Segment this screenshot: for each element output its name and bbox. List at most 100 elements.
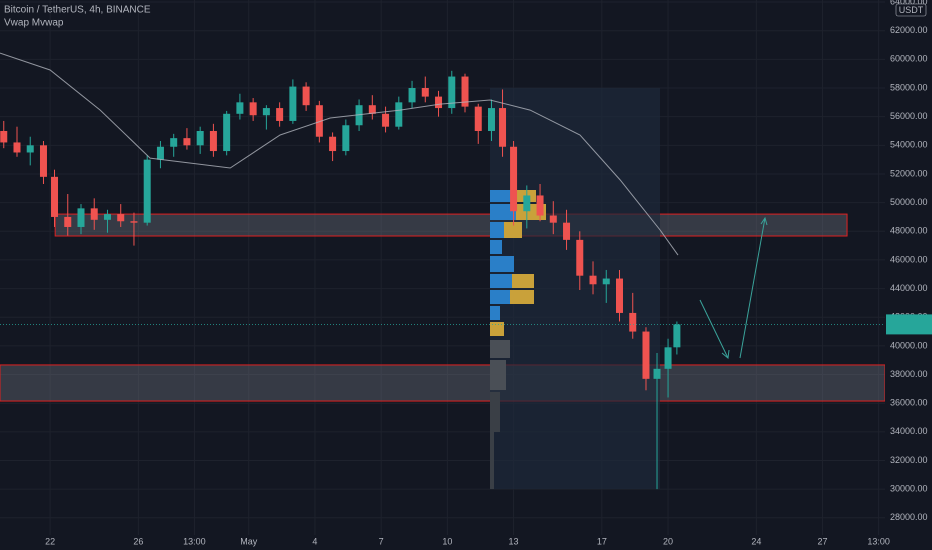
candle-body (576, 239, 584, 276)
candle-body (26, 145, 34, 153)
profile-bar (490, 240, 502, 254)
candle-body (382, 113, 390, 127)
profile-range (490, 88, 660, 489)
profile-bar (510, 290, 534, 304)
candle-body (510, 146, 518, 212)
price-axis (885, 0, 932, 550)
candle-body (523, 195, 531, 212)
candle-body (563, 222, 571, 240)
grid (0, 0, 885, 535)
vwap-line (0, 52, 679, 256)
candle-body (209, 130, 217, 152)
candle-body (262, 108, 270, 116)
candle-body (589, 275, 597, 285)
x-tick-label: 10 (442, 536, 452, 546)
y-tick-label: 46000.00 (890, 254, 928, 264)
candle-body (487, 108, 495, 131)
x-tick-label: 20 (663, 536, 673, 546)
indicator-name: Vwap Mvwap (4, 18, 64, 29)
candle-body (130, 221, 138, 223)
candle-body (196, 130, 204, 146)
arrow-head (721, 349, 730, 359)
candle-body (13, 142, 21, 153)
y-tick-label: 58000.00 (890, 82, 928, 92)
x-tick-label: 17 (597, 536, 607, 546)
x-tick-label: 24 (751, 536, 761, 546)
candle-body (302, 86, 310, 106)
candle-body (117, 214, 125, 222)
profile-bar (490, 322, 504, 336)
profile-bar (490, 360, 506, 390)
candle-body (408, 88, 416, 103)
candle-body (461, 76, 469, 107)
candle-body (549, 215, 557, 223)
candle-body (673, 324, 681, 348)
x-tick-label: 27 (818, 536, 828, 546)
profile-bar (490, 392, 500, 432)
candle-body (170, 138, 178, 147)
projection-arrows (699, 216, 768, 359)
x-tick-label: 7 (379, 536, 384, 546)
y-tick-label: 44000.00 (890, 283, 928, 293)
marks (0, 52, 885, 490)
profile-bar (490, 306, 500, 320)
candle-body (143, 159, 151, 223)
x-tick-label: 22 (45, 536, 55, 546)
y-tick-label: 60000.00 (890, 54, 928, 64)
candle-body (156, 146, 164, 160)
candle-body (653, 368, 661, 379)
candle-body (249, 102, 257, 116)
zone (0, 364, 886, 402)
candle-body (90, 208, 98, 220)
candle-body (395, 102, 403, 127)
candle-body (223, 113, 231, 152)
time-axis (0, 535, 932, 550)
y-tick-label: 34000.00 (890, 426, 928, 436)
x-tick-label: 13 (509, 536, 519, 546)
candle-body (616, 278, 623, 313)
candle-body (0, 130, 8, 143)
zone (54, 213, 848, 237)
y-tick-label: 50000.00 (890, 197, 928, 207)
y-tick-label: 28000.00 (890, 512, 928, 522)
candle-body (236, 102, 244, 114)
last-price-marker (886, 314, 932, 335)
candle-body (289, 86, 297, 121)
candle-body (103, 214, 111, 220)
candle-body (602, 278, 610, 285)
candle-body (448, 76, 456, 109)
y-tick-label: 52000.00 (890, 168, 928, 178)
candle-body (39, 145, 47, 177)
y-tick-label: 36000.00 (890, 398, 928, 408)
candle-body (77, 208, 85, 227)
x-tick-label: May (240, 536, 258, 546)
profile-bar (490, 222, 504, 238)
candle-body (474, 106, 482, 131)
y-tick-label: 32000.00 (890, 455, 928, 465)
axes: 28000.00 30000.00 32000.00 34000.00 36000.00… (45, 0, 932, 546)
chart-title: Bitcoin / TetherUS, 4h, BINANCE (4, 5, 151, 16)
arrow (699, 299, 729, 359)
candle-body (315, 105, 323, 137)
candle-body (64, 216, 72, 227)
y-tick-label: 30000.00 (890, 484, 928, 494)
candle-body (642, 331, 650, 379)
candle-body (51, 176, 59, 217)
profile-bar (490, 432, 494, 489)
profile-bar (504, 222, 522, 238)
profile-bar (490, 290, 510, 304)
profile-bar (512, 274, 534, 288)
arrow-head (760, 216, 768, 226)
candle-body (342, 125, 350, 152)
candle-body (435, 96, 443, 109)
candle-body (276, 108, 284, 121)
candle-body (629, 312, 637, 332)
profile-bar (490, 274, 512, 288)
y-tick-label: 64000.00 (890, 0, 928, 6)
candle-body (499, 108, 507, 147)
candle-body (183, 138, 191, 146)
currency-box (895, 3, 927, 17)
x-tick-label: 4 (312, 536, 317, 546)
y-tick-label: 48000.00 (890, 226, 928, 236)
